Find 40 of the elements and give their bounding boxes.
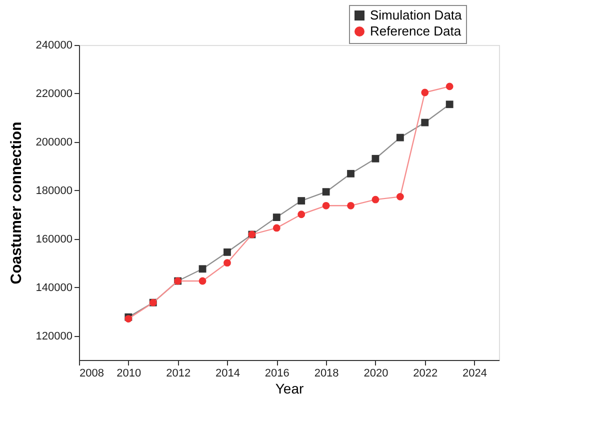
point xyxy=(372,196,380,204)
x-tick-label: 2008 xyxy=(80,368,104,380)
point xyxy=(198,277,206,285)
point xyxy=(421,118,429,126)
point xyxy=(421,88,429,96)
x-tick-label: 2010 xyxy=(116,368,142,380)
y-tick-label: 220000 xyxy=(36,88,72,100)
y-tick-label: 200000 xyxy=(36,136,72,148)
y-tick-label: 180000 xyxy=(36,184,72,197)
legend-label: Reference Data xyxy=(370,24,462,38)
point xyxy=(372,154,380,162)
point xyxy=(198,265,206,273)
x-axis-title: Year xyxy=(275,380,304,396)
x-tick-label: 2020 xyxy=(364,368,388,380)
y-tick-label: 120000 xyxy=(36,330,72,342)
y-axis-title: Coastumer connection xyxy=(8,122,25,284)
y-tick-label: 240000 xyxy=(36,40,72,52)
point xyxy=(322,188,330,196)
point xyxy=(322,202,330,210)
point xyxy=(298,210,306,218)
y-tick-label: 140000 xyxy=(36,282,72,294)
x-tick-label: 2018 xyxy=(314,368,339,380)
point xyxy=(298,197,306,205)
point xyxy=(396,192,404,200)
point xyxy=(347,202,354,210)
legend-label: Simulation Data xyxy=(370,8,463,22)
point xyxy=(272,224,280,232)
point xyxy=(396,134,404,142)
x-tick-label: 2016 xyxy=(264,368,290,380)
point xyxy=(224,248,231,256)
point xyxy=(347,170,354,178)
point xyxy=(224,259,231,267)
x-tick-label: 2012 xyxy=(166,368,191,380)
point xyxy=(272,214,280,221)
x-tick-label: 2014 xyxy=(215,368,240,380)
point xyxy=(446,100,454,108)
x-tick-label: 2022 xyxy=(413,368,438,380)
point xyxy=(446,82,454,90)
y-tick-label: 160000 xyxy=(36,233,72,246)
x-tick-label: 2024 xyxy=(462,368,488,380)
